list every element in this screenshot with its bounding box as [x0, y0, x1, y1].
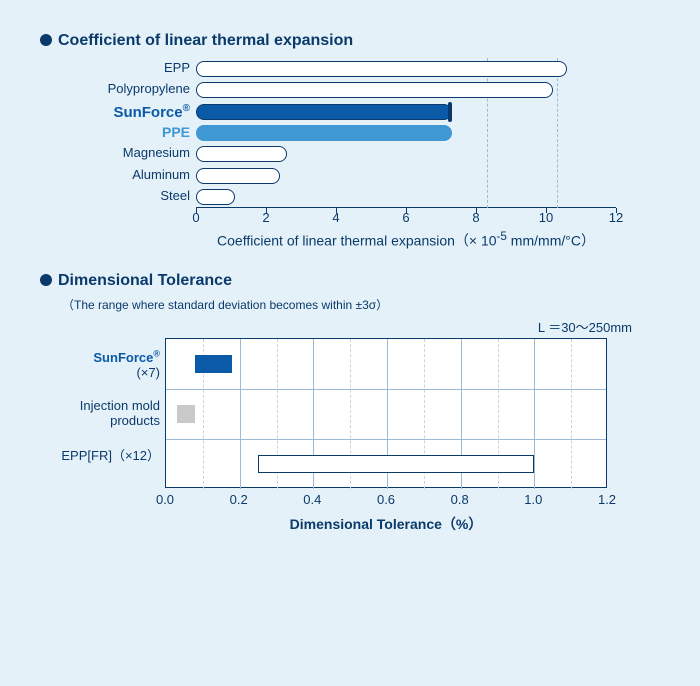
- chart2-title: Dimensional Tolerance: [40, 272, 660, 290]
- chart2-row-label: EPP[FR]（×12）: [50, 449, 160, 464]
- chart1-axis-label: Coefficient of linear thermal expansion（…: [156, 230, 656, 251]
- chart1-tick-label: 6: [402, 210, 409, 225]
- chart1-tick-label: 10: [539, 210, 553, 225]
- chart1-bar: [196, 168, 280, 184]
- chart2-major-grid: [240, 339, 241, 489]
- chart2-right-note: L ＝30〜250mm: [40, 317, 632, 336]
- chart1-bar: [196, 82, 553, 98]
- chart2-subtitle: （The range where standard deviation beco…: [62, 296, 660, 313]
- chart1-row-label: EPP: [56, 61, 190, 74]
- chart1: Coefficient of linear thermal expansion（…: [56, 58, 636, 248]
- chart1-bar: [196, 189, 235, 205]
- chart2-major-grid: [534, 339, 535, 489]
- chart1-row-label: Polypropylene: [56, 82, 190, 95]
- chart1-title-text: Coefficient of linear thermal expansion: [58, 32, 353, 49]
- chart1-ref-line: [487, 58, 488, 208]
- chart2-tick-label: 0.8: [451, 492, 469, 507]
- chart2-tick-label: 0.0: [156, 492, 174, 507]
- chart1-tick-label: 0: [192, 210, 199, 225]
- chart2-plot: [165, 338, 607, 488]
- chart2-tick-label: 0.4: [303, 492, 321, 507]
- chart2-tick-label: 1.2: [598, 492, 616, 507]
- chart1-bar: [196, 146, 287, 162]
- chart2-bar: [195, 355, 232, 373]
- chart1-bar: [196, 104, 452, 120]
- chart2-bar: [177, 405, 195, 423]
- chart1-bar: [196, 61, 567, 77]
- chart2-tick-label: 1.0: [524, 492, 542, 507]
- chart2-title-text: Dimensional Tolerance: [58, 272, 232, 289]
- chart1-tick-label: 8: [472, 210, 479, 225]
- chart1-row-label: Aluminum: [56, 168, 190, 181]
- chart2-row-divider: [166, 389, 606, 390]
- bullet-icon: [40, 274, 52, 286]
- chart2-bar: [258, 455, 534, 473]
- chart1-tick-label: 12: [609, 210, 623, 225]
- chart1-row-label: PPE: [56, 125, 190, 139]
- chart1-ref-line: [557, 58, 558, 208]
- chart1-tick-label: 4: [332, 210, 339, 225]
- chart2-axis-label: Dimensional Tolerance（%）: [165, 514, 607, 534]
- chart2-tick-label: 0.6: [377, 492, 395, 507]
- chart2: Dimensional Tolerance（%） 0.0 0.2 0.4 0.6 0.8…: [50, 338, 630, 538]
- chart1-title: Coefficient of linear thermal expansion: [40, 32, 660, 50]
- chart2-row-divider: [166, 439, 606, 440]
- page: Coefficient of linear thermal expansion …: [0, 0, 700, 686]
- chart1-bar-cap: [448, 102, 452, 122]
- chart1-row-label: SunForce®: [56, 104, 190, 120]
- chart1-row-label: Steel: [56, 189, 190, 202]
- chart1-bar: [196, 125, 452, 141]
- chart1-row-label: Magnesium: [56, 146, 190, 159]
- bullet-icon: [40, 34, 52, 46]
- chart2-row-label: SunForce®(×7): [50, 349, 160, 381]
- chart2-tick-label: 0.2: [230, 492, 248, 507]
- chart1-plot: [196, 58, 616, 208]
- chart2-minor-grid: [571, 339, 572, 489]
- chart2-row-label: Injection moldproducts: [50, 399, 160, 429]
- chart1-tick-label: 2: [262, 210, 269, 225]
